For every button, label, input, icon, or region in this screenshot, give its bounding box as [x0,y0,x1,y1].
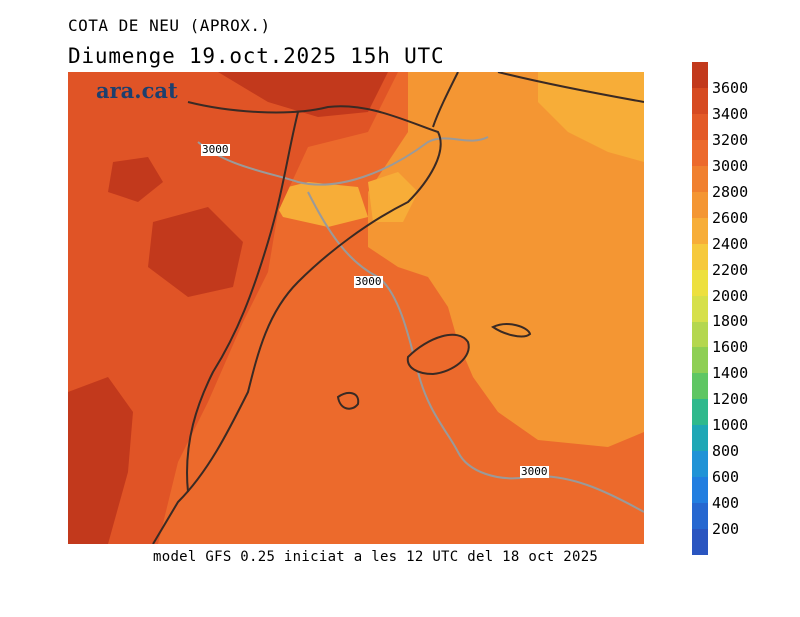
island-mallorca [406,333,470,376]
colorbar-label: 1200 [712,390,749,409]
colorbar-label: 3600 [712,78,749,97]
contour-3000-north [197,136,489,186]
inland-border [186,111,299,493]
colorbar-segment [692,503,708,530]
colorbar-segment [692,399,708,426]
field-yellow-ne [538,72,644,162]
colorbar-segment [692,113,708,140]
colorbar-segment [692,425,708,452]
colorbar-label: 3200 [712,130,749,149]
contour-3000-central [307,191,644,513]
colorbar-label: 800 [712,442,740,461]
ara-cat-logo: ara.cat [96,78,178,103]
coastline-north [432,72,644,128]
colorbar-segment [692,347,708,374]
colorbar-segment [692,87,708,114]
map-svg [68,72,644,544]
field-yellow-mid [368,172,418,222]
colorbar-label: 2800 [712,182,749,201]
colorbar-segment [692,165,708,192]
colorbar-label: 400 [712,494,740,513]
field-light-east [368,72,644,447]
coastline [152,101,442,544]
colorbar-segment [692,451,708,478]
colorbar-segment [692,269,708,296]
island-menorca [491,323,532,338]
contour-label-3000-north: 3000 [201,143,230,156]
field-dark-west1 [108,157,163,202]
map-subtitle: Diumenge 19.oct.2025 15h UTC [68,44,445,68]
colorbar-segment [692,191,708,218]
colorbar-label: 2600 [712,208,749,227]
colorbar-label: 200 [712,520,740,539]
colorbar-label: 3400 [712,104,749,123]
colorbar-segment [692,295,708,322]
colorbar-segment [692,217,708,244]
map-title: COTA DE NEU (APROX.) [68,16,271,35]
colorbar-label: 1400 [712,364,749,383]
colorbar [692,62,708,556]
colorbar-segment [692,321,708,348]
colorbar-segment [692,529,708,556]
colorbar-label: 1000 [712,416,749,435]
colorbar-label: 2000 [712,286,749,305]
colorbar-segment [692,477,708,504]
colorbar-segment [692,62,708,88]
colorbar-label: 1800 [712,312,749,331]
colorbar-label: 2400 [712,234,749,253]
colorbar-label: 2200 [712,260,749,279]
field-dark-west2 [148,207,243,297]
contour-label-3000-south: 3000 [520,465,549,478]
island-ibiza [336,391,360,410]
field-dark-southwest [68,377,133,544]
field-yellow-bay [268,182,368,227]
colorbar-label: 600 [712,468,740,487]
colorbar-label: 1600 [712,338,749,357]
colorbar-segment [692,373,708,400]
colorbar-segment [692,139,708,166]
snow-level-map [68,72,644,544]
contour-label-3000-central: 3000 [354,275,383,288]
model-footer: model GFS 0.25 iniciat a les 12 UTC del … [153,549,599,565]
colorbar-label: 3000 [712,156,749,175]
colorbar-segment [692,243,708,270]
